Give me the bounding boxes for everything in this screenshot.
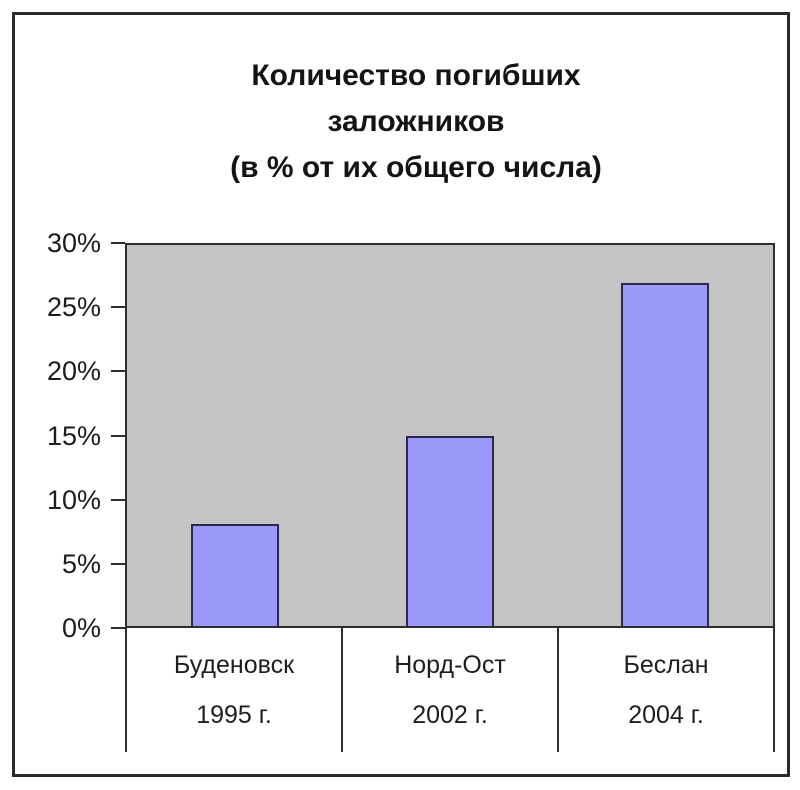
bar-nord-ost-2002 xyxy=(405,435,494,626)
bar-slot-budenovsk xyxy=(127,245,342,626)
category-name: Норд-Ост xyxy=(394,651,506,679)
chart-title-line-2: заложников xyxy=(327,105,505,138)
y-tick-label: 0% xyxy=(61,613,101,643)
category-cell-beslan: Беслан 2004 г. xyxy=(559,628,773,752)
y-tick-label: 30% xyxy=(46,228,101,258)
y-tick-label: 5% xyxy=(61,548,101,579)
category-year: 2002 г. xyxy=(412,701,488,729)
plot-area xyxy=(125,243,775,628)
y-tick-mark xyxy=(111,306,125,309)
category-year: 2004 г. xyxy=(628,701,704,729)
chart-title-line-1: Количество погибших xyxy=(251,59,581,92)
category-year: 1995 г. xyxy=(196,701,272,729)
y-tick-label: 20% xyxy=(46,356,101,387)
y-axis: 30% 25% 20% 15% 10% 5% 0% xyxy=(12,228,125,643)
bar-budenovsk-1995 xyxy=(190,524,279,626)
bar-slot-nord-ost xyxy=(342,245,557,626)
y-tick-mark xyxy=(111,242,125,244)
category-name: Буденовск xyxy=(173,651,295,679)
bar-beslan-2004 xyxy=(621,283,710,626)
category-cell-budenovsk: Буденовск 1995 г. xyxy=(127,628,343,752)
bar-slot-beslan xyxy=(558,245,773,626)
y-tick-mark xyxy=(111,434,125,437)
y-tick-mark xyxy=(111,370,125,373)
category-cell-nord-ost: Норд-Ост 2002 г. xyxy=(343,628,559,752)
chart-title: Количество погибших заложников (в % от и… xyxy=(27,53,800,191)
bars-row xyxy=(127,245,773,626)
y-tick-label: 10% xyxy=(46,484,101,515)
chart-title-line-3: (в % от их общего числа) xyxy=(230,151,602,184)
y-tick-mark xyxy=(111,562,125,565)
y-tick-mark xyxy=(111,627,125,629)
category-name: Беслан xyxy=(623,651,709,679)
y-tick-mark xyxy=(111,498,125,501)
y-tick-label: 25% xyxy=(46,292,101,323)
y-tick-label: 15% xyxy=(46,420,101,451)
x-axis-category-band: Буденовск 1995 г. Норд-Ост 2002 г. Бесла… xyxy=(125,628,775,752)
